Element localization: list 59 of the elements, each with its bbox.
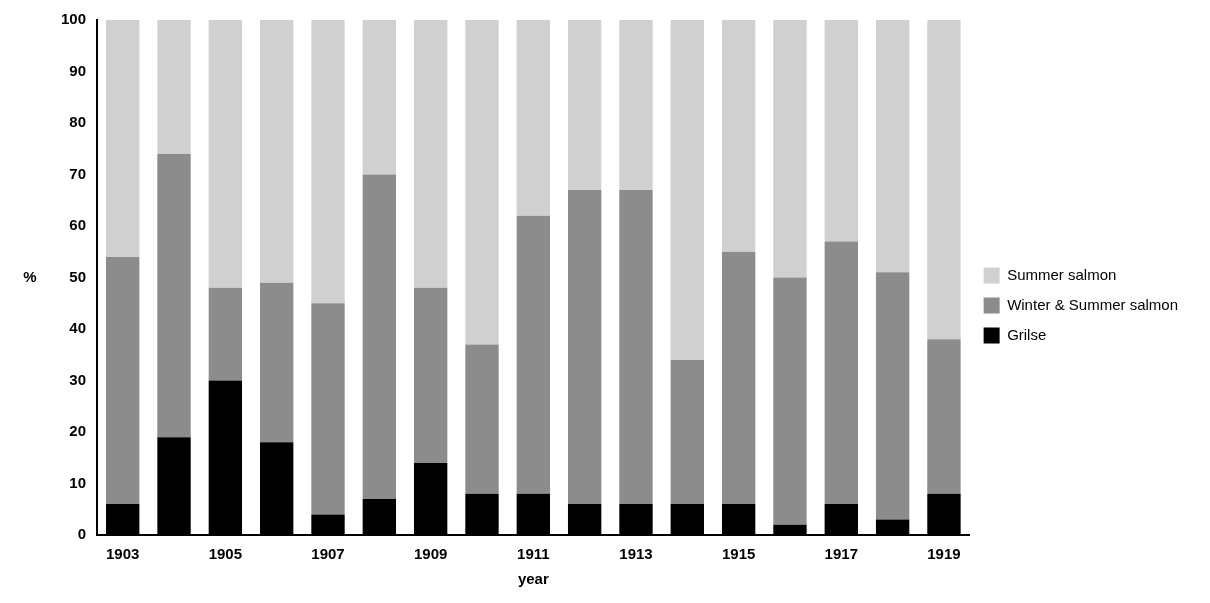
bar bbox=[773, 20, 807, 278]
bar bbox=[260, 20, 294, 283]
bar bbox=[106, 256, 140, 505]
bar bbox=[208, 20, 243, 288]
bar bbox=[157, 20, 191, 154]
bar bbox=[157, 153, 191, 438]
bar bbox=[619, 20, 653, 190]
legend-label: Winter & Summer salmon bbox=[1007, 295, 1178, 313]
x-tick-label: 1905 bbox=[208, 545, 243, 563]
legend-label: Summer salmon bbox=[1007, 265, 1117, 283]
x-tick-label: 1917 bbox=[824, 545, 858, 563]
bar bbox=[208, 287, 243, 381]
y-tick-label: 0 bbox=[77, 525, 87, 543]
bar bbox=[875, 20, 910, 273]
bar bbox=[567, 20, 602, 190]
bar bbox=[721, 20, 756, 252]
y-tick-label: 50 bbox=[69, 267, 87, 285]
bar bbox=[465, 20, 499, 345]
y-axis-title: % bbox=[23, 267, 37, 285]
x-tick-label: 1919 bbox=[927, 545, 961, 563]
bar bbox=[670, 20, 704, 360]
bar bbox=[413, 287, 448, 463]
bar bbox=[516, 20, 551, 216]
y-tick-label: 80 bbox=[69, 113, 87, 131]
bar bbox=[927, 339, 961, 494]
legend-label: Grilse bbox=[1007, 325, 1047, 343]
bar bbox=[670, 359, 704, 505]
bar bbox=[311, 20, 345, 304]
bar bbox=[567, 189, 602, 505]
bar bbox=[875, 272, 910, 520]
y-tick-label: 90 bbox=[69, 61, 87, 79]
bar bbox=[927, 20, 961, 340]
bar bbox=[824, 20, 858, 242]
x-tick-label: 1909 bbox=[413, 545, 448, 563]
y-tick-label: 60 bbox=[69, 216, 87, 234]
x-tick-label: 1913 bbox=[619, 545, 653, 563]
bar bbox=[362, 174, 397, 499]
bar bbox=[413, 20, 448, 288]
bar bbox=[721, 251, 756, 505]
x-tick-label: 1907 bbox=[311, 545, 345, 563]
bar bbox=[516, 215, 551, 494]
bar bbox=[362, 20, 397, 175]
y-tick-label: 30 bbox=[69, 370, 87, 388]
y-tick-label: 100 bbox=[61, 10, 87, 28]
bar bbox=[773, 277, 807, 525]
y-tick-label: 70 bbox=[69, 164, 87, 182]
x-axis-title: year bbox=[517, 570, 549, 588]
bar bbox=[106, 20, 140, 257]
y-tick-label: 20 bbox=[69, 422, 87, 440]
bar bbox=[824, 241, 858, 505]
x-tick-label: 1911 bbox=[517, 545, 550, 563]
bar bbox=[260, 282, 294, 443]
x-tick-label: 1915 bbox=[721, 545, 756, 563]
bar bbox=[619, 189, 653, 505]
bar bbox=[465, 344, 499, 494]
x-tick-label: 1903 bbox=[106, 545, 140, 563]
y-tick-label: 40 bbox=[69, 319, 87, 337]
y-tick-label: 10 bbox=[69, 473, 87, 491]
bar bbox=[311, 303, 345, 515]
